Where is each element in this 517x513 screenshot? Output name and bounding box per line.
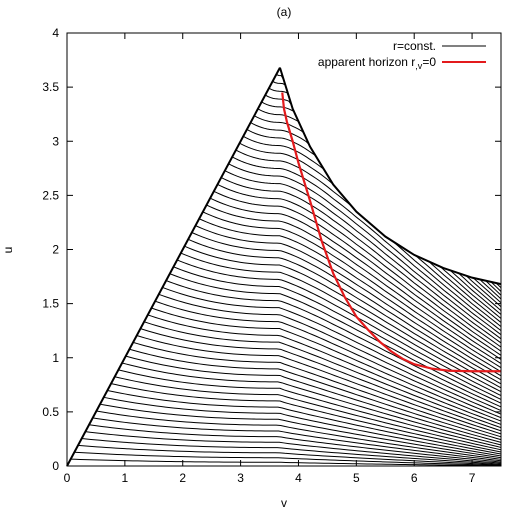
x-axis: 0 1 2 3 4 5 6 7 (64, 33, 476, 485)
r-const-curve (220, 177, 502, 348)
legend-label-apparent-horizon: apparent horizon r,v=0 (318, 55, 436, 71)
r-const-curve (254, 115, 502, 311)
r-const-curve (129, 348, 502, 441)
r-const-curve (107, 389, 502, 455)
r-const-curve (96, 410, 502, 460)
r-const-curve (246, 129, 502, 319)
r-const-curve (268, 87, 502, 296)
r-const-curve (140, 328, 502, 432)
plot-frame (66, 32, 502, 467)
r-const-curve (99, 403, 502, 459)
r-const-curve (147, 314, 502, 425)
r-const-curve (154, 300, 502, 419)
y-tick-label: 3 (52, 134, 59, 148)
r-const-curve (206, 204, 502, 364)
x-tick-label: 1 (122, 471, 129, 485)
legend: r=const. apparent horizon r,v=0 (318, 39, 486, 71)
r-const-curve (81, 438, 502, 465)
r-const-curve (176, 259, 502, 397)
x-tick-label: 7 (469, 471, 476, 485)
r-const-curve (162, 286, 502, 412)
r-const-curve (169, 273, 502, 404)
r-const-curve (136, 335, 502, 435)
r-const-curve (231, 156, 502, 336)
r-const-curve (209, 197, 502, 360)
x-axis-label: v (281, 496, 287, 510)
y-tick-label: 2 (52, 243, 59, 257)
r-const-curve (195, 225, 502, 377)
r-const-curve (70, 458, 502, 467)
r-const-curve (180, 252, 502, 393)
x-tick-label: 5 (353, 471, 360, 485)
r-const-curve (202, 211, 502, 369)
r-const-curve (121, 362, 502, 446)
r-const-curve (88, 424, 502, 463)
r-const-curve (165, 280, 502, 408)
r-const-curve (114, 376, 502, 451)
upper-boundary (278, 67, 502, 286)
r-const-curve (110, 383, 502, 453)
r-const-curve (77, 444, 502, 466)
y-tick-label: 4 (52, 26, 59, 40)
apparent-horizon-series (281, 92, 501, 373)
r-const-curve (217, 183, 502, 352)
r-const-curve (224, 170, 502, 344)
r-const-curve (132, 341, 502, 438)
y-tick-label: 3.5 (42, 80, 59, 94)
r-const-curve (272, 80, 502, 292)
r-const-curve (250, 122, 502, 315)
r-const-curve (191, 232, 502, 381)
r-const-curve (198, 218, 502, 373)
x-tick-label: 2 (179, 471, 186, 485)
r-const-curve (213, 190, 502, 356)
y-tick-label: 0.5 (42, 405, 59, 419)
r-const-curve (158, 293, 502, 415)
x-tick-label: 4 (295, 471, 302, 485)
r-const-curve (151, 307, 502, 422)
r-const-curve (143, 321, 502, 429)
r-const-curve (103, 396, 502, 457)
legend-label-r-const: r=const. (393, 39, 436, 53)
x-tick-label: 6 (411, 471, 418, 485)
x-tick-label: 0 (64, 471, 71, 485)
r-const-curve (118, 369, 502, 448)
r-const-curve (85, 431, 502, 464)
y-axis: 0 0.5 1 1.5 2 2.5 3 3.5 4 (42, 26, 501, 473)
y-tick-label: 1 (52, 351, 59, 365)
r-const-curve (173, 266, 502, 400)
y-tick-label: 2.5 (42, 188, 59, 202)
apparent-horizon-line (281, 92, 501, 373)
r-const-curve (125, 355, 502, 443)
r-const-curve (74, 451, 502, 466)
y-axis-label: u (1, 247, 15, 254)
y-tick-label: 0 (52, 459, 59, 473)
x-tick-label: 3 (237, 471, 244, 485)
r-const-curve (228, 163, 502, 340)
r-const-curve (92, 417, 502, 462)
y-tick-label: 1.5 (42, 297, 59, 311)
r-const-curve (184, 245, 502, 389)
chart-title: (a) (277, 5, 292, 19)
r-const-curve (257, 108, 502, 308)
r-const-curves (66, 67, 502, 467)
diagonal-boundary (66, 67, 281, 467)
r-const-curve (187, 238, 502, 385)
r-const-curve (261, 101, 502, 304)
